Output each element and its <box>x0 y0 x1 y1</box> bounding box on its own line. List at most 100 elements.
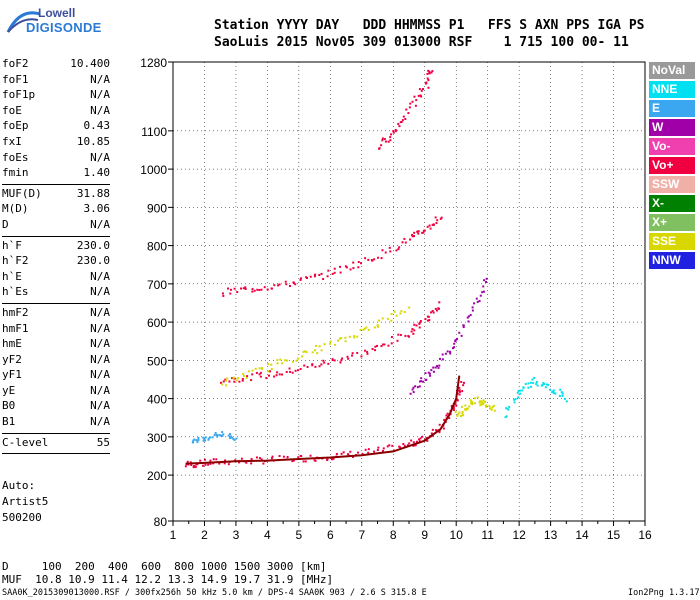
echo-point <box>435 222 438 225</box>
echo-point <box>466 316 469 319</box>
echo-point <box>391 444 394 447</box>
echo-point <box>416 386 419 389</box>
echo-point <box>413 231 416 234</box>
echo-point <box>273 284 276 287</box>
x-tick-label: 2 <box>201 528 208 542</box>
echo-point <box>208 436 211 439</box>
echo-point <box>403 444 406 447</box>
param-value: N/A <box>90 305 110 319</box>
x-tick-label: 3 <box>233 528 240 542</box>
y-tick-label: 300 <box>147 431 167 445</box>
echo-point <box>471 309 474 312</box>
echo-point <box>420 89 423 92</box>
echo-point <box>202 439 205 442</box>
echo-point <box>289 370 292 373</box>
echo-point <box>388 246 391 249</box>
echo-point <box>480 400 483 403</box>
echo-point <box>373 326 376 329</box>
echo-point <box>360 262 363 265</box>
logo-line1: Lowell <box>38 6 76 20</box>
echo-point <box>367 328 370 331</box>
echo-point <box>197 438 200 441</box>
echo-point <box>322 359 325 362</box>
echo-point <box>462 381 465 384</box>
echo-point <box>235 379 238 382</box>
echo-point <box>389 136 392 139</box>
echo-point <box>237 377 240 380</box>
echo-point <box>323 343 326 346</box>
legend-item: Vo- <box>649 138 695 155</box>
legend-item: SSE <box>649 233 695 250</box>
echo-point <box>342 451 345 454</box>
echo-point <box>506 408 509 411</box>
echo-point <box>412 441 415 444</box>
echo-point <box>320 349 323 352</box>
echo-point <box>426 439 429 442</box>
echo-point <box>438 431 441 434</box>
echo-point <box>415 99 418 102</box>
echo-point <box>374 345 377 348</box>
echo-point <box>300 277 303 280</box>
echo-point <box>491 406 494 409</box>
echo-point <box>517 389 520 392</box>
echo-point <box>519 392 522 395</box>
echo-point <box>478 299 481 302</box>
echo-point <box>408 106 411 109</box>
echo-point <box>203 458 206 461</box>
echo-point <box>415 324 418 327</box>
echo-point <box>400 310 403 313</box>
echo-point <box>291 460 294 463</box>
echo-point <box>378 147 381 150</box>
echo-point <box>367 258 370 261</box>
echo-point <box>294 283 297 286</box>
echo-point <box>479 294 482 297</box>
echo-point <box>387 140 390 143</box>
echo-point <box>461 390 464 393</box>
echo-point <box>389 250 392 253</box>
echo-point <box>505 407 508 410</box>
echo-point <box>224 378 227 381</box>
echo-point <box>417 94 420 97</box>
echo-point <box>409 238 412 241</box>
plot-grid <box>173 62 645 521</box>
echo-point <box>442 427 445 430</box>
echo-point <box>304 350 307 353</box>
echo-point <box>479 404 482 407</box>
echo-point <box>244 286 247 289</box>
echo-point <box>253 289 256 292</box>
echo-point <box>233 439 236 442</box>
footer-info: SAA0K_2015309013000.RSF / 300fx256h 50 k… <box>2 588 427 598</box>
auto-version: 500200 <box>2 511 42 524</box>
echo-point <box>196 463 199 466</box>
echo-point <box>532 381 535 384</box>
echo-point <box>408 306 411 309</box>
echo-point <box>269 370 272 373</box>
echo-point <box>427 86 430 89</box>
echo-point <box>344 340 347 343</box>
x-tick-label: 16 <box>638 528 652 542</box>
echo-point <box>225 384 228 387</box>
echo-point <box>220 434 223 437</box>
echo-point <box>465 407 468 410</box>
echo-point <box>427 371 430 374</box>
echo-point <box>250 379 253 382</box>
echo-point <box>397 122 400 125</box>
digisonde-logo: Lowell DIGISONDE <box>4 4 124 40</box>
echo-point <box>267 363 270 366</box>
echo-point <box>207 437 210 440</box>
echo-point <box>351 354 354 357</box>
echo-point <box>333 267 336 270</box>
echo-point <box>524 382 527 385</box>
echo-point <box>203 438 206 441</box>
echo-point <box>490 408 493 411</box>
echo-point <box>394 130 397 133</box>
param-value: N/A <box>90 269 110 283</box>
param-row: hmF2 N/A <box>2 306 110 322</box>
echo-point <box>265 377 268 380</box>
echo-point <box>347 453 350 456</box>
echo-point <box>411 388 414 391</box>
echo-point <box>332 457 335 460</box>
echo-point <box>411 328 414 331</box>
x-tick-label: 7 <box>358 528 365 542</box>
